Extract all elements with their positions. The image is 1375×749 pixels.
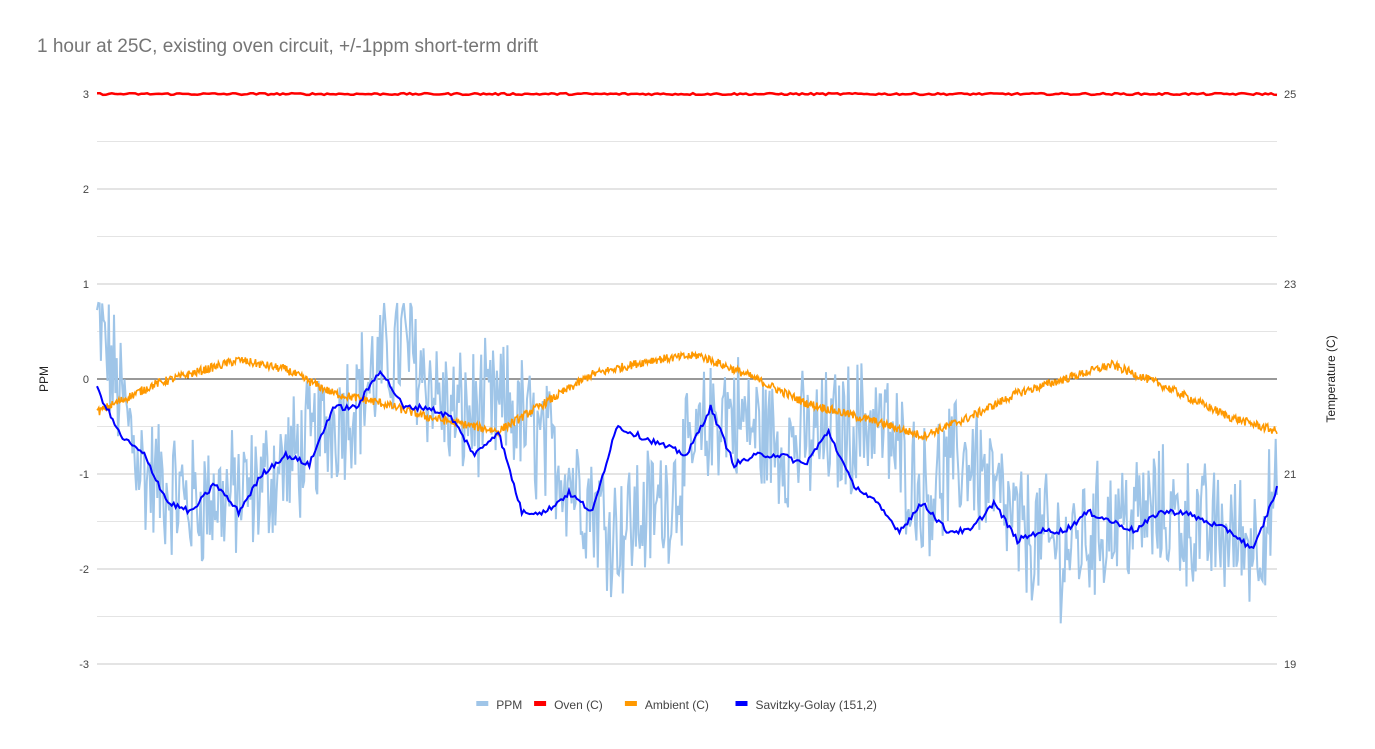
left-tick-label: 3 <box>83 89 89 101</box>
legend-label: PPM <box>496 698 522 712</box>
left-axis-ticks: 3 2 1 0 -1 -2 -3 <box>79 89 89 671</box>
right-tick-label: 25 <box>1284 89 1296 101</box>
savitzky-golay-series-line <box>96 369 1278 550</box>
legend-swatch <box>735 701 748 706</box>
ppm-series-line <box>96 301 1278 624</box>
left-tick-label: 0 <box>83 374 89 386</box>
right-tick-label: 21 <box>1284 469 1296 481</box>
legend: PPM Oven (C) Ambient (C) Savitzky-Golay (15… <box>476 698 877 712</box>
right-axis-title: Temperature (C) <box>1324 335 1338 422</box>
left-tick-label: -1 <box>79 469 89 481</box>
left-tick-label: 1 <box>83 279 89 291</box>
left-axis-title: PPM <box>37 366 51 392</box>
left-tick-label: -3 <box>79 659 89 671</box>
legend-label: Oven (C) <box>554 698 603 712</box>
legend-label: Ambient (C) <box>645 698 709 712</box>
legend-swatch <box>476 701 489 706</box>
ambient-series-line <box>96 350 1278 442</box>
left-tick-label: -2 <box>79 564 89 576</box>
legend-label: Savitzky-Golay (151,2) <box>756 698 877 712</box>
oven-series-line <box>96 91 1278 97</box>
right-tick-label: 23 <box>1284 279 1296 291</box>
left-tick-label: 2 <box>83 184 89 196</box>
legend-swatch <box>624 701 637 706</box>
series-lines <box>96 91 1278 624</box>
legend-swatch <box>534 701 547 706</box>
right-axis-ticks: 25 23 21 19 <box>1284 89 1296 671</box>
chart-title: 1 hour at 25C, existing oven circuit, +/… <box>37 36 539 57</box>
right-tick-label: 19 <box>1284 659 1296 671</box>
